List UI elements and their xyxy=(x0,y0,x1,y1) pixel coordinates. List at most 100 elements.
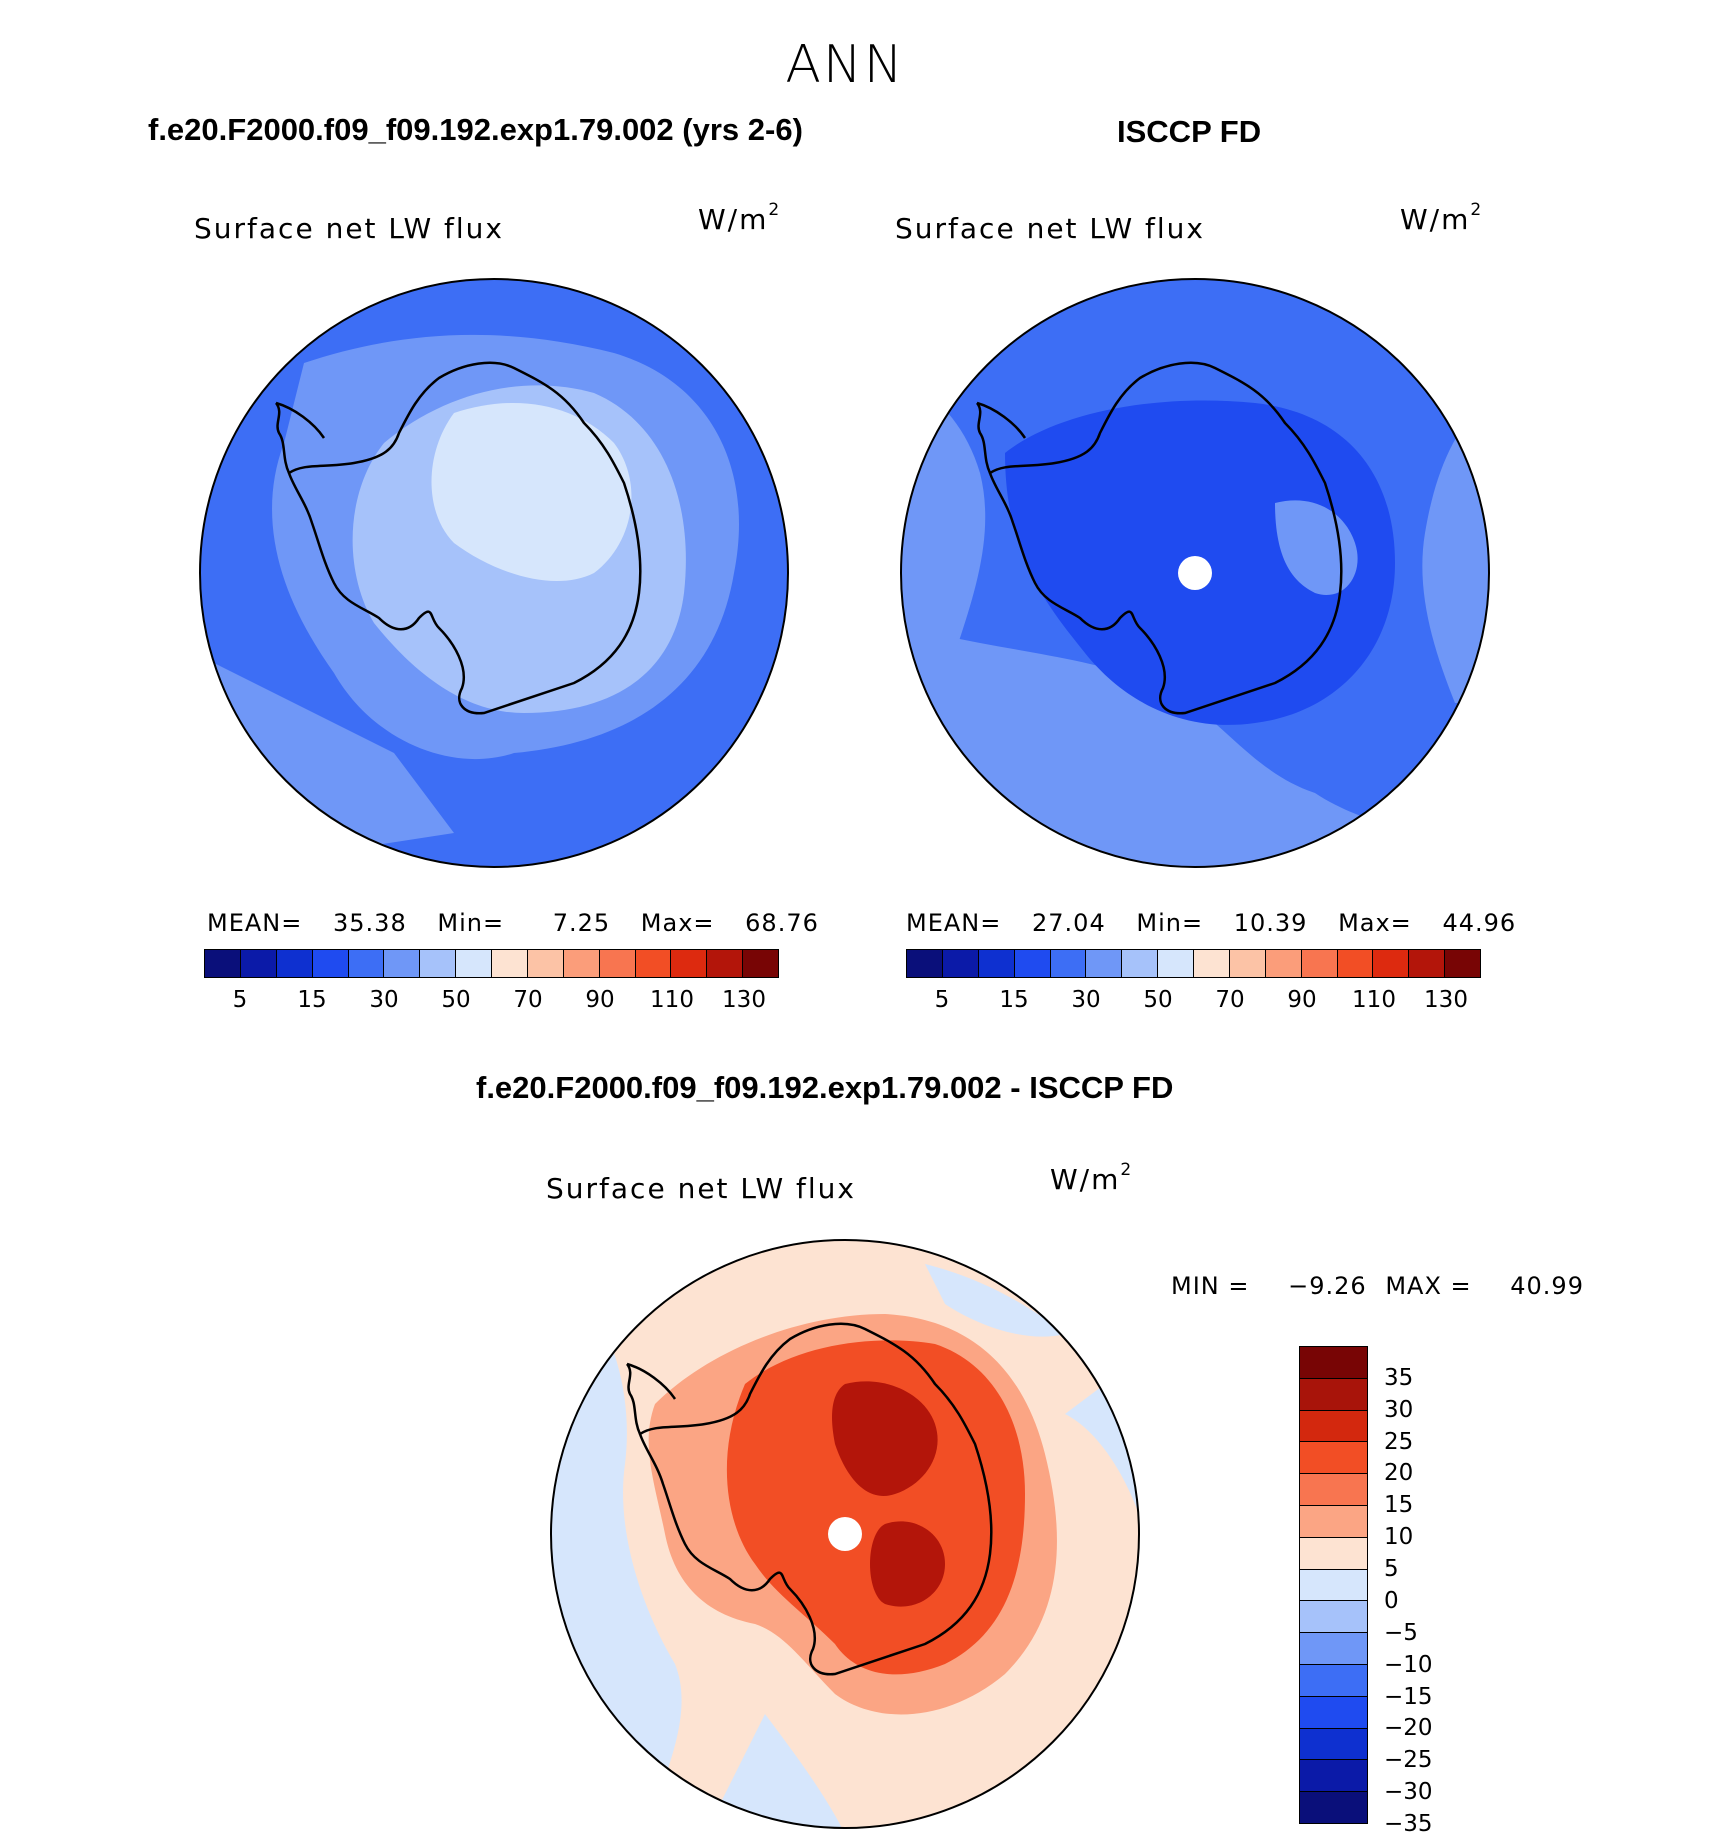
colorbar-swatch xyxy=(348,950,385,977)
colorbar-tick-label: 15 xyxy=(297,987,327,1013)
colorbar-swatch xyxy=(1300,1601,1367,1634)
colorbar-tick-label: −20 xyxy=(1384,1715,1433,1742)
colorbar-tick-label: 30 xyxy=(1384,1396,1414,1423)
colorbar-swatch xyxy=(1300,1664,1367,1697)
colorbar-swatch xyxy=(1300,1760,1367,1793)
colorbar-tick-label: 130 xyxy=(1424,987,1468,1013)
colorbar-swatch xyxy=(1300,1410,1367,1443)
obs-peninsula xyxy=(975,401,1027,474)
diff-units-sup: 2 xyxy=(1120,1159,1134,1180)
colorbar-swatch xyxy=(1194,950,1230,977)
colorbar-swatch xyxy=(1300,1792,1367,1823)
colorbar-swatch xyxy=(205,950,241,977)
obs-mean-label: MEAN= xyxy=(906,909,1002,937)
colorbar-tick-label: 50 xyxy=(1143,987,1173,1013)
colorbar-swatch xyxy=(1122,950,1159,977)
model-peninsula xyxy=(274,401,326,474)
model-max-value: 68.76 xyxy=(745,909,819,937)
colorbar-swatch xyxy=(707,950,744,977)
colorbar-swatch xyxy=(1300,1728,1367,1761)
diff-map-border xyxy=(550,1239,1140,1829)
model-ice-field xyxy=(431,403,632,582)
obs-panel-title: ISCCP FD xyxy=(1117,114,1262,149)
obs-units-label: W/m2 xyxy=(1400,200,1483,236)
diff-panel-title: f.e20.F2000.f09_f09.192.exp1.79.002 - IS… xyxy=(476,1070,1174,1105)
colorbar-tick-label: 50 xyxy=(441,987,471,1013)
model-units-label: W/m2 xyxy=(698,199,782,236)
colorbar-swatch xyxy=(1229,950,1266,977)
diff-pole-mask xyxy=(828,1517,862,1551)
colorbar-tick-label: 90 xyxy=(585,987,615,1013)
colorbar-swatch xyxy=(1300,1537,1367,1570)
diff-polar-map xyxy=(550,1239,1140,1829)
diff-colorbar-labels: 35 30 25 20 15 10 5 0 −5 −10 −15 −20 −25 −30 −35 xyxy=(1384,1346,1484,1837)
colorbar-swatch xyxy=(1300,1696,1367,1729)
colorbar-swatch xyxy=(1300,1378,1367,1411)
diff-peninsula xyxy=(625,1362,677,1435)
colorbar-tick-label: −10 xyxy=(1384,1651,1433,1678)
season-title: ANN xyxy=(785,35,905,95)
colorbar-swatch xyxy=(1265,950,1302,977)
colorbar-swatch xyxy=(1445,950,1480,977)
colorbar-swatch xyxy=(1300,1474,1367,1506)
colorbar-swatch xyxy=(942,950,979,977)
colorbar-swatch xyxy=(276,950,313,977)
colorbar-swatch xyxy=(1373,950,1410,977)
obs-mean-value: 27.04 xyxy=(1032,909,1106,937)
colorbar-tick-label: −30 xyxy=(1384,1779,1433,1806)
colorbar-swatch xyxy=(420,950,457,977)
colorbar-tick-label: −5 xyxy=(1384,1619,1418,1646)
colorbar-tick-label: 90 xyxy=(1287,987,1317,1013)
colorbar-swatch xyxy=(1086,950,1123,977)
colorbar-swatch xyxy=(1300,1505,1367,1538)
colorbar-tick-label: 5 xyxy=(1384,1556,1399,1583)
colorbar-tick-label: 70 xyxy=(1215,987,1245,1013)
obs-map-border xyxy=(900,278,1490,868)
diff-units-text: W/m xyxy=(1050,1163,1121,1196)
colorbar-tick-label: 5 xyxy=(934,987,950,1013)
colorbar-tick-label: −35 xyxy=(1384,1811,1433,1837)
model-polar-map xyxy=(199,278,789,868)
obs-coastline xyxy=(988,361,1343,715)
model-units-sup: 2 xyxy=(768,199,782,220)
model-min-label: Min= xyxy=(437,909,505,937)
obs-min-label: Min= xyxy=(1136,909,1204,937)
diff-core-field-2 xyxy=(870,1521,945,1607)
colorbar-swatch xyxy=(1337,950,1374,977)
colorbar-tick-label: 25 xyxy=(1384,1428,1414,1455)
obs-max-label: Max= xyxy=(1338,909,1412,937)
model-map-border xyxy=(199,278,789,868)
colorbar-swatch xyxy=(1158,950,1194,977)
diff-coastline xyxy=(638,1322,993,1676)
model-mean-value: 35.38 xyxy=(333,909,407,937)
colorbar-tick-label: 20 xyxy=(1384,1460,1414,1487)
diff-variable-label: Surface net LW flux xyxy=(546,1172,856,1205)
diff-stats: MIN = −9.26 MAX = 40.99 xyxy=(1171,1272,1584,1300)
colorbar-tick-label: 110 xyxy=(650,987,694,1013)
colorbar-swatch xyxy=(240,950,277,977)
colorbar-swatch xyxy=(978,950,1015,977)
colorbar-swatch xyxy=(1409,950,1446,977)
colorbar-tick-label: 10 xyxy=(1384,1524,1414,1551)
model-units-text: W/m xyxy=(698,203,769,236)
model-variable-label: Surface net LW flux xyxy=(194,212,504,245)
colorbar-swatch xyxy=(312,950,349,977)
diff-core-field xyxy=(832,1381,938,1496)
obs-colorbar xyxy=(906,949,1481,978)
model-mean-label: MEAN= xyxy=(207,909,303,937)
colorbar-swatch xyxy=(492,950,528,977)
obs-lower-field xyxy=(901,623,1489,867)
diff-lower-blue-field xyxy=(705,1714,845,1828)
diff-colorbar xyxy=(1299,1346,1368,1824)
obs-min-value: 10.39 xyxy=(1233,909,1308,937)
colorbar-swatch xyxy=(907,950,943,977)
colorbar-swatch xyxy=(671,950,708,977)
colorbar-swatch xyxy=(1301,950,1338,977)
obs-polar-map xyxy=(900,278,1490,868)
model-stats: MEAN= 35.38 Min= 7.25 Max= 68.76 xyxy=(207,909,819,937)
diff-max-value: 40.99 xyxy=(1510,1272,1584,1300)
colorbar-tick-label: 130 xyxy=(722,987,766,1013)
diff-inner-field xyxy=(726,1340,1025,1675)
colorbar-swatch xyxy=(1014,950,1051,977)
colorbar-tick-label: −15 xyxy=(1384,1683,1433,1710)
